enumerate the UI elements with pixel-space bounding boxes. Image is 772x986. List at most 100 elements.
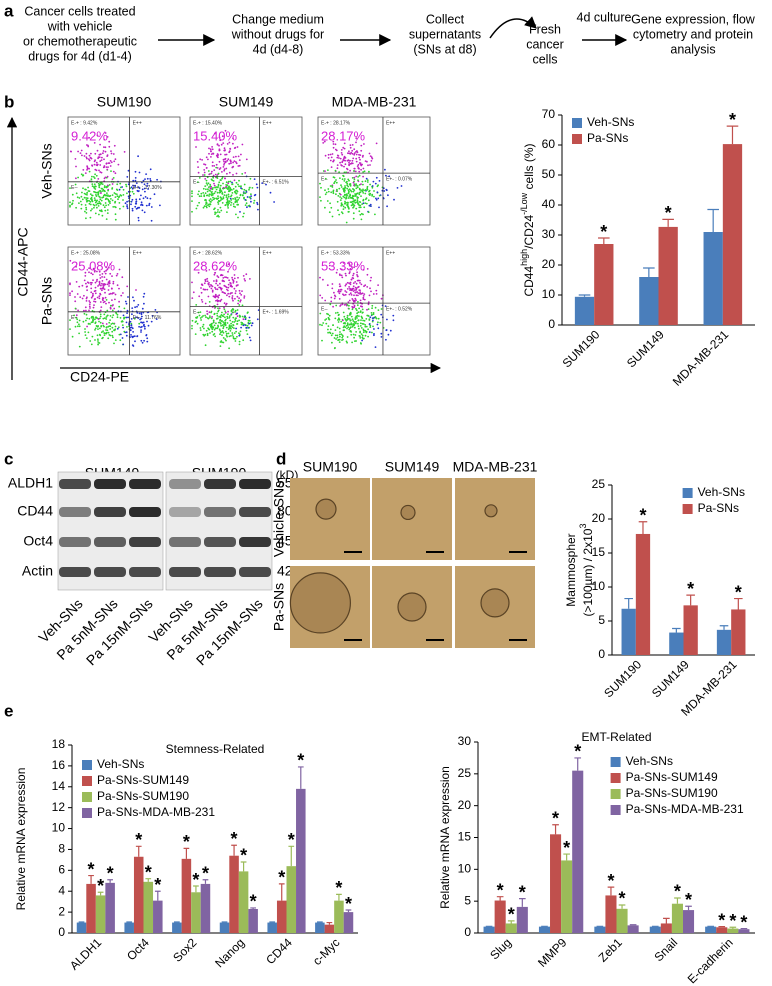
event-dot: [203, 174, 206, 176]
event-dot: [340, 149, 343, 151]
event-dot: [253, 199, 256, 202]
event-dot: [330, 300, 333, 303]
step-text: or chemotherapeutic: [23, 34, 137, 48]
quadrant-label: E++: [386, 250, 395, 256]
event-dot: [214, 271, 217, 274]
y-tick-label: 14: [52, 779, 66, 793]
event-dot: [218, 307, 221, 310]
event-dot: [217, 276, 220, 279]
bar: [516, 906, 528, 933]
event-dot: [146, 185, 149, 187]
event-dot: [347, 185, 350, 188]
event-dot: [344, 200, 346, 203]
event-dot: [215, 322, 217, 325]
event-dot: [96, 206, 98, 209]
event-dot: [91, 295, 94, 298]
event-dot: [235, 162, 238, 165]
event-dot: [135, 182, 138, 185]
event-dot: [388, 175, 391, 178]
event-dot: [349, 153, 352, 155]
event-dot: [210, 156, 212, 158]
event-dot: [233, 274, 236, 276]
event-dot: [236, 309, 239, 311]
event-dot: [197, 171, 200, 174]
event-dot: [223, 149, 226, 152]
event-dot: [84, 331, 86, 333]
event-dot: [358, 210, 361, 213]
event-dot: [207, 328, 210, 330]
event-dot: [201, 159, 204, 161]
event-dot: [351, 149, 354, 152]
event-dot: [69, 292, 71, 295]
event-dot: [228, 315, 231, 318]
event-dot: [137, 216, 140, 219]
event-dot: [111, 183, 114, 185]
event-dot: [211, 330, 214, 333]
quadrant-label: E++: [133, 120, 142, 126]
event-dot: [126, 205, 128, 208]
legend-swatch: [82, 808, 92, 818]
event-dot: [225, 153, 228, 156]
blot-band: [129, 507, 161, 517]
event-dot: [101, 210, 103, 213]
y-tick-label: 15: [458, 830, 472, 844]
event-dot: [98, 200, 101, 203]
event-dot: [336, 164, 339, 167]
event-dot: [211, 316, 214, 318]
event-dot: [90, 196, 93, 199]
event-dot: [338, 333, 341, 336]
event-dot: [362, 202, 365, 205]
event-dot: [355, 287, 358, 290]
event-dot: [371, 304, 374, 307]
event-dot: [334, 148, 337, 151]
event-dot: [236, 323, 239, 325]
event-dot: [227, 180, 230, 183]
bar: [594, 244, 614, 325]
event-dot: [340, 184, 342, 187]
event-dot: [339, 331, 341, 333]
event-dot: [369, 155, 372, 158]
event-dot: [336, 311, 339, 314]
error-bar: [202, 879, 209, 884]
event-dot: [230, 204, 232, 206]
event-dot: [209, 185, 212, 188]
event-dot: [222, 196, 225, 199]
event-dot: [364, 192, 367, 195]
event-dot: [239, 185, 242, 188]
event-dot: [355, 193, 357, 196]
event-dot: [222, 142, 225, 145]
panel-letter: e: [4, 701, 13, 720]
event-dot: [371, 193, 374, 196]
event-dot: [249, 339, 252, 342]
event-dot: [217, 321, 220, 324]
error-bar: [496, 896, 504, 901]
event-dot: [102, 324, 105, 327]
event-dot: [328, 264, 331, 267]
event-dot: [112, 304, 114, 306]
event-dot: [92, 292, 94, 295]
event-dot: [210, 150, 212, 152]
event-dot: [340, 268, 343, 271]
event-dot: [237, 299, 240, 302]
bar: [605, 895, 617, 933]
event-dot: [324, 206, 326, 209]
event-dot: [237, 216, 239, 219]
event-dot: [205, 206, 208, 209]
event-dot: [143, 292, 146, 295]
event-dot: [96, 334, 99, 337]
event-dot: [348, 328, 351, 331]
event-dot: [345, 201, 347, 204]
event-dot: [98, 213, 100, 216]
event-dot: [99, 293, 102, 296]
y-axis-label-part: -/Low: [519, 192, 529, 215]
event-dot: [221, 171, 223, 173]
event-dot: [195, 207, 198, 210]
event-dot: [85, 297, 88, 300]
event-dot: [116, 313, 119, 316]
event-dot: [359, 289, 361, 292]
event-dot: [123, 317, 125, 320]
event-dot: [216, 303, 219, 306]
event-dot: [108, 285, 110, 287]
event-dot: [93, 206, 95, 209]
event-dot: [101, 280, 104, 282]
